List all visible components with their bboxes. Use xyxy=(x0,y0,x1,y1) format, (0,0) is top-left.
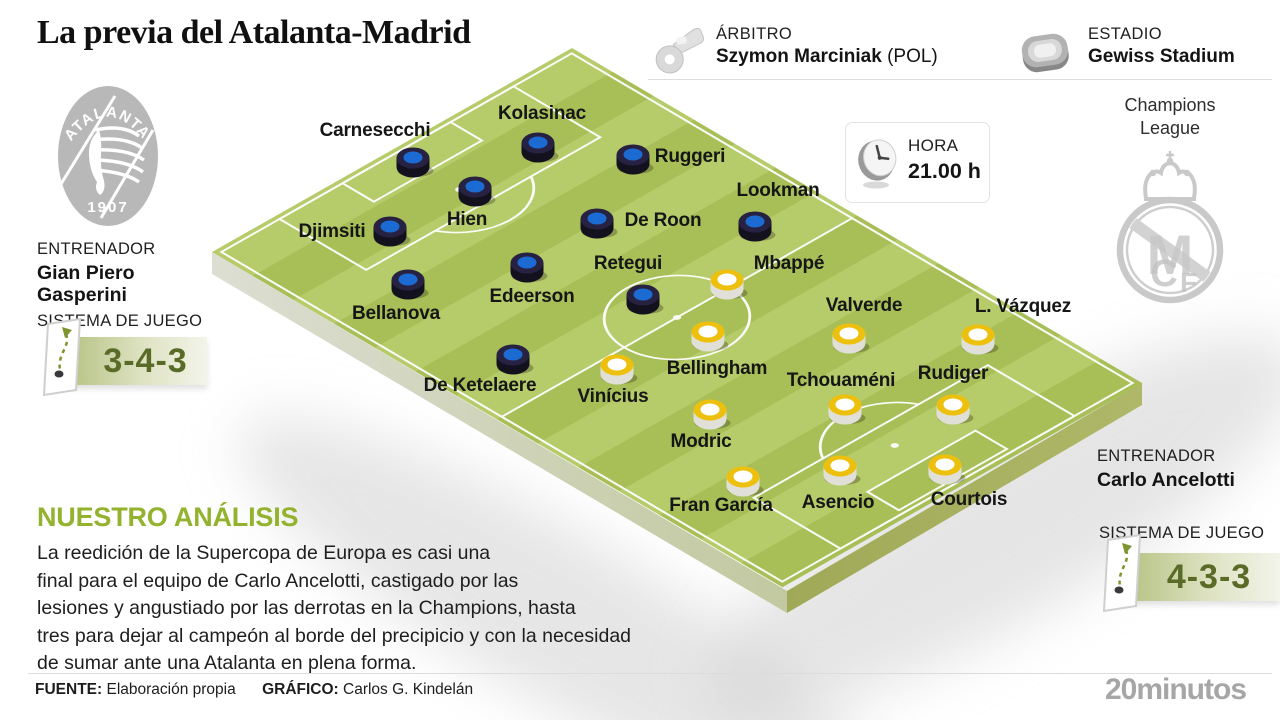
hora-value: 21.00 h xyxy=(908,159,981,183)
hora-label: HORA xyxy=(908,136,959,155)
ground-shadow xyxy=(238,334,1280,720)
source-line: FUENTE: Elaboración propia GRÁFICO: Carl… xyxy=(35,681,473,699)
player-token xyxy=(626,284,664,315)
player-token xyxy=(832,323,870,354)
grafico-label: GRÁFICO: xyxy=(262,681,339,698)
player-token xyxy=(928,454,966,485)
atalanta-coach-name: Gian Piero Gasperini xyxy=(37,262,135,306)
player-token xyxy=(396,147,434,178)
stadium-value: Gewiss Stadium xyxy=(1088,46,1235,67)
stadium-block: ESTADIO Gewiss Stadium xyxy=(1088,25,1235,68)
stadium-label: ESTADIO xyxy=(1088,25,1163,43)
atalanta-formation: 3-4-3 xyxy=(103,342,188,380)
madrid-coach-label: ENTRENADOR xyxy=(1097,447,1216,465)
pitch-side-left xyxy=(212,252,787,613)
referee-label: ÁRBITRO xyxy=(716,25,793,43)
fuente-label: FUENTE: xyxy=(35,681,103,698)
referee-value: Szymon Marciniak (POL) xyxy=(716,46,938,67)
player-token xyxy=(823,455,861,486)
svg-text:M: M xyxy=(1147,223,1194,286)
madrid-coach-name: Carlo Ancelotti xyxy=(1097,469,1235,491)
player-token xyxy=(580,208,618,239)
player-token xyxy=(496,344,534,375)
player-token xyxy=(691,321,729,352)
madrid-formation: 4-3-3 xyxy=(1166,558,1252,596)
player-token xyxy=(458,176,496,207)
player-token xyxy=(936,394,974,425)
player-token xyxy=(693,399,731,430)
atalanta-formation-band: 3-4-3 xyxy=(70,337,207,385)
madrid-formation-band: 4-3-3 xyxy=(1130,553,1280,601)
page-title: La previa del Atalanta-Madrid xyxy=(37,14,471,51)
player-token xyxy=(373,216,411,247)
header-divider xyxy=(648,79,1272,80)
kickoff-time-card: HORA 21.00 h xyxy=(845,122,990,203)
player-token xyxy=(510,252,548,283)
whistle-icon xyxy=(655,27,704,74)
player-token xyxy=(738,211,776,242)
atalanta-coach-label: ENTRENADOR xyxy=(37,240,156,258)
player-token xyxy=(961,324,999,355)
stadium-icon xyxy=(1021,33,1069,73)
madrid-coach-block: ENTRENADOR Carlo Ancelotti xyxy=(1097,447,1235,491)
competition-label: Champions League xyxy=(1124,95,1216,138)
svg-text:F: F xyxy=(1180,267,1197,298)
tactics-board-icon xyxy=(1102,533,1142,613)
svg-text:1907: 1907 xyxy=(87,199,128,216)
tactics-board-icon xyxy=(42,317,82,397)
fuente-value: Elaboración propia xyxy=(106,681,236,698)
player-token xyxy=(710,269,748,300)
player-token xyxy=(616,144,654,175)
atalanta-crest: ATALANTA 1907 xyxy=(58,86,158,226)
referee-block: ÁRBITRO Szymon Marciniak (POL) xyxy=(716,25,938,68)
analysis-text: La reedición de la Supercopa de Europa e… xyxy=(37,542,632,674)
player-tokens xyxy=(373,132,999,497)
player-token xyxy=(600,354,638,385)
player-token xyxy=(726,466,764,497)
kickoff-time-text: HORA 21.00 h xyxy=(908,136,981,184)
player-token xyxy=(521,132,559,163)
clock-icon xyxy=(858,139,897,189)
footer-divider xyxy=(28,673,1272,674)
player-token xyxy=(391,269,429,300)
svg-text:C: C xyxy=(1150,253,1177,295)
brand-logo: 20minutos xyxy=(1104,673,1247,706)
analysis-title: NUESTRO ANÁLISIS xyxy=(37,502,299,532)
player-token xyxy=(828,394,866,425)
real-madrid-crest: M C F xyxy=(1116,151,1224,304)
pitch-side-right xyxy=(787,383,1142,613)
grafico-value: Carlos G. Kindelán xyxy=(343,681,474,698)
